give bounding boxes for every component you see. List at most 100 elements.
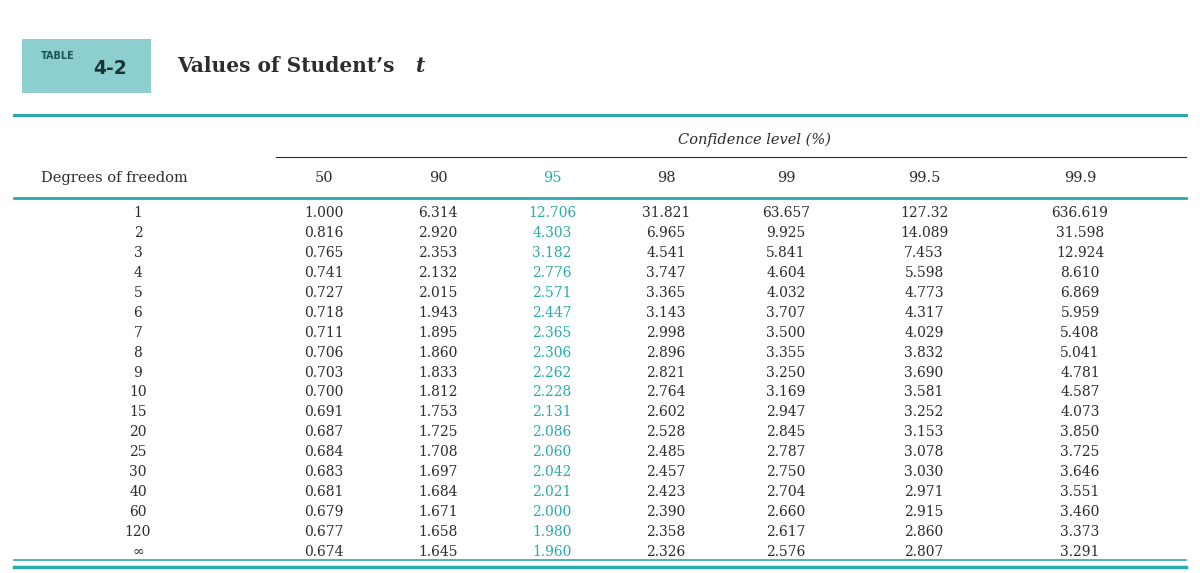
Text: 90: 90 — [428, 171, 448, 185]
Text: 2.704: 2.704 — [767, 485, 805, 499]
Text: 3.252: 3.252 — [905, 405, 943, 419]
Text: 1.860: 1.860 — [419, 346, 457, 360]
Text: 0.681: 0.681 — [305, 485, 343, 499]
Text: 3.646: 3.646 — [1061, 465, 1099, 479]
Text: 0.687: 0.687 — [305, 425, 343, 439]
Text: 636.619: 636.619 — [1051, 206, 1109, 221]
Text: 2.447: 2.447 — [532, 306, 572, 320]
Text: 1.671: 1.671 — [418, 505, 458, 519]
Text: 2.860: 2.860 — [905, 525, 943, 539]
Text: 1.960: 1.960 — [533, 544, 571, 559]
Text: Degrees of freedom: Degrees of freedom — [41, 171, 187, 185]
Text: 5.041: 5.041 — [1061, 346, 1099, 360]
Text: 0.691: 0.691 — [305, 405, 343, 419]
Text: TABLE: TABLE — [41, 51, 74, 61]
Text: 0.684: 0.684 — [305, 445, 343, 459]
Text: 127.32: 127.32 — [900, 206, 948, 221]
Text: 2.660: 2.660 — [767, 505, 805, 519]
Text: 2.423: 2.423 — [647, 485, 685, 499]
Text: 8.610: 8.610 — [1061, 266, 1099, 280]
Text: 4-2: 4-2 — [92, 59, 127, 78]
Text: 3.078: 3.078 — [905, 445, 943, 459]
Text: 99: 99 — [776, 171, 796, 185]
Text: 2.358: 2.358 — [647, 525, 685, 539]
Text: 63.657: 63.657 — [762, 206, 810, 221]
Text: 4.303: 4.303 — [533, 226, 571, 240]
Text: 2.896: 2.896 — [647, 346, 685, 360]
Text: 3.832: 3.832 — [905, 346, 943, 360]
Text: 4.604: 4.604 — [767, 266, 805, 280]
Text: 2.787: 2.787 — [767, 445, 805, 459]
Text: 4.587: 4.587 — [1061, 386, 1099, 399]
Text: 0.683: 0.683 — [305, 465, 343, 479]
Text: 3.373: 3.373 — [1061, 525, 1099, 539]
Text: 4.541: 4.541 — [646, 246, 686, 260]
Text: 2.750: 2.750 — [767, 465, 805, 479]
Text: 2.576: 2.576 — [767, 544, 805, 559]
Text: 3.182: 3.182 — [533, 246, 571, 260]
Text: 3.707: 3.707 — [767, 306, 805, 320]
Text: 1.980: 1.980 — [533, 525, 571, 539]
Text: 9.925: 9.925 — [767, 226, 805, 240]
Text: 7.453: 7.453 — [905, 246, 943, 260]
Text: 1.725: 1.725 — [419, 425, 457, 439]
Text: 5.408: 5.408 — [1061, 325, 1099, 340]
Text: 2.390: 2.390 — [647, 505, 685, 519]
Text: 3.747: 3.747 — [646, 266, 686, 280]
Text: 3.725: 3.725 — [1061, 445, 1099, 459]
Text: 40: 40 — [130, 485, 146, 499]
Text: 3.500: 3.500 — [767, 325, 805, 340]
Text: 9: 9 — [133, 366, 143, 379]
Text: 3.581: 3.581 — [905, 386, 943, 399]
Text: 4.317: 4.317 — [904, 306, 944, 320]
Text: 4.029: 4.029 — [905, 325, 943, 340]
Text: 2.915: 2.915 — [905, 505, 943, 519]
Text: 2.776: 2.776 — [533, 266, 571, 280]
Text: 3.460: 3.460 — [1061, 505, 1099, 519]
Text: ∞: ∞ — [132, 544, 144, 559]
Text: 0.679: 0.679 — [305, 505, 343, 519]
Text: 5.959: 5.959 — [1061, 306, 1099, 320]
Text: 1.658: 1.658 — [419, 525, 457, 539]
Text: 0.816: 0.816 — [305, 226, 343, 240]
Text: 7: 7 — [133, 325, 143, 340]
Text: t: t — [415, 56, 425, 76]
Text: 0.727: 0.727 — [305, 286, 343, 300]
Text: 3.690: 3.690 — [905, 366, 943, 379]
Text: Values of Student’s: Values of Student’s — [178, 56, 402, 76]
Text: 0.703: 0.703 — [305, 366, 343, 379]
Text: 1.708: 1.708 — [419, 445, 457, 459]
Text: 31.598: 31.598 — [1056, 226, 1104, 240]
Text: 2.807: 2.807 — [905, 544, 943, 559]
Text: 2.021: 2.021 — [533, 485, 571, 499]
Text: 98: 98 — [656, 171, 676, 185]
Text: 3: 3 — [133, 246, 143, 260]
FancyBboxPatch shape — [22, 39, 151, 93]
Text: 4: 4 — [133, 266, 143, 280]
Text: 2.228: 2.228 — [533, 386, 571, 399]
Text: 10: 10 — [130, 386, 146, 399]
Text: 15: 15 — [130, 405, 146, 419]
Text: 14.089: 14.089 — [900, 226, 948, 240]
Text: 3.143: 3.143 — [647, 306, 685, 320]
Text: 12.706: 12.706 — [528, 206, 576, 221]
Text: 6: 6 — [133, 306, 143, 320]
Text: 4.073: 4.073 — [1061, 405, 1099, 419]
Text: 6.965: 6.965 — [647, 226, 685, 240]
Text: 2: 2 — [133, 226, 143, 240]
Text: 5.841: 5.841 — [767, 246, 805, 260]
Text: 0.700: 0.700 — [305, 386, 343, 399]
Text: 0.718: 0.718 — [305, 306, 343, 320]
Text: 5: 5 — [133, 286, 143, 300]
Text: 2.262: 2.262 — [533, 366, 571, 379]
Text: 3.291: 3.291 — [1061, 544, 1099, 559]
Text: 0.741: 0.741 — [304, 266, 344, 280]
Text: 2.821: 2.821 — [647, 366, 685, 379]
Text: 6.314: 6.314 — [419, 206, 457, 221]
Text: 2.131: 2.131 — [533, 405, 571, 419]
Text: 4.032: 4.032 — [767, 286, 805, 300]
Text: 1.753: 1.753 — [419, 405, 457, 419]
Text: 31.821: 31.821 — [642, 206, 690, 221]
Text: 2.947: 2.947 — [767, 405, 805, 419]
Text: 3.355: 3.355 — [767, 346, 805, 360]
